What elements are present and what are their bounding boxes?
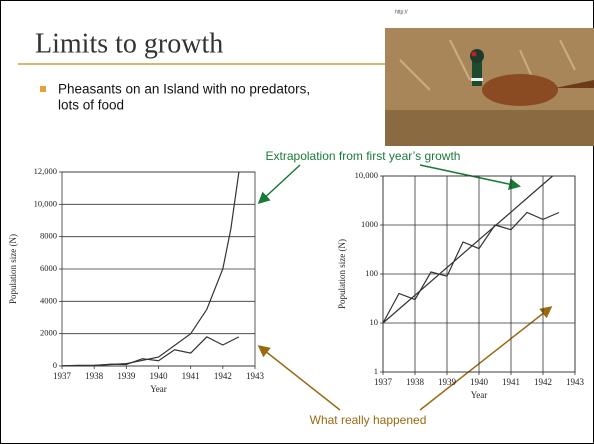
arrow	[419, 306, 553, 411]
y-tick-label: 1000	[361, 219, 378, 229]
y-tick-label: 10,000	[355, 170, 378, 180]
y-tick-label: 10	[370, 317, 379, 327]
y-tick-label: 6000	[40, 263, 57, 273]
x-tick-label: 1942	[214, 371, 232, 381]
x-tick-label: 1938	[406, 377, 425, 387]
annotation: Extrapolation from first year’s growth	[266, 149, 461, 163]
arrow	[257, 345, 341, 411]
y-axis-label: Population size (N)	[337, 239, 347, 309]
y-tick-label: 8000	[40, 231, 57, 241]
x-tick-label: 1937	[374, 377, 393, 387]
x-tick-label: 1943	[246, 371, 265, 381]
x-tick-label: 1938	[85, 371, 104, 381]
x-tick-label: 1940	[470, 377, 489, 387]
bullet-marker	[40, 86, 46, 92]
bullet-text: Pheasants on an Island with no predators…	[58, 82, 310, 97]
bullet-text: lots of food	[58, 98, 124, 113]
y-axis-label: Population size (N)	[8, 234, 18, 304]
slide-title: Limits to growth	[35, 28, 223, 59]
x-tick-label: 1940	[150, 371, 169, 381]
y-tick-label: 2000	[40, 328, 57, 338]
x-axis-label: Year	[150, 384, 167, 394]
data-line	[382, 211, 560, 324]
annotation: What really happened	[310, 413, 427, 427]
y-tick-label: 12,000	[34, 166, 57, 176]
x-tick-label: 1937	[53, 371, 72, 381]
arrow	[257, 164, 301, 205]
x-axis-label: Year	[471, 390, 488, 400]
y-tick-label: 100	[365, 268, 378, 278]
x-tick-label: 1941	[182, 371, 200, 381]
y-tick-label: 1	[374, 366, 378, 376]
y-tick-label: 0	[53, 360, 57, 370]
x-tick-label: 1943	[566, 377, 585, 387]
x-tick-label: 1939	[117, 371, 136, 381]
y-tick-label: 10,000	[34, 198, 57, 208]
y-tick-label: 4000	[40, 295, 57, 305]
url: http://	[395, 9, 408, 15]
arrow	[419, 164, 521, 190]
x-tick-label: 1941	[502, 377, 520, 387]
photo	[385, 28, 594, 146]
data-line	[61, 336, 240, 367]
x-tick-label: 1939	[438, 377, 457, 387]
x-tick-label: 1942	[534, 377, 552, 387]
